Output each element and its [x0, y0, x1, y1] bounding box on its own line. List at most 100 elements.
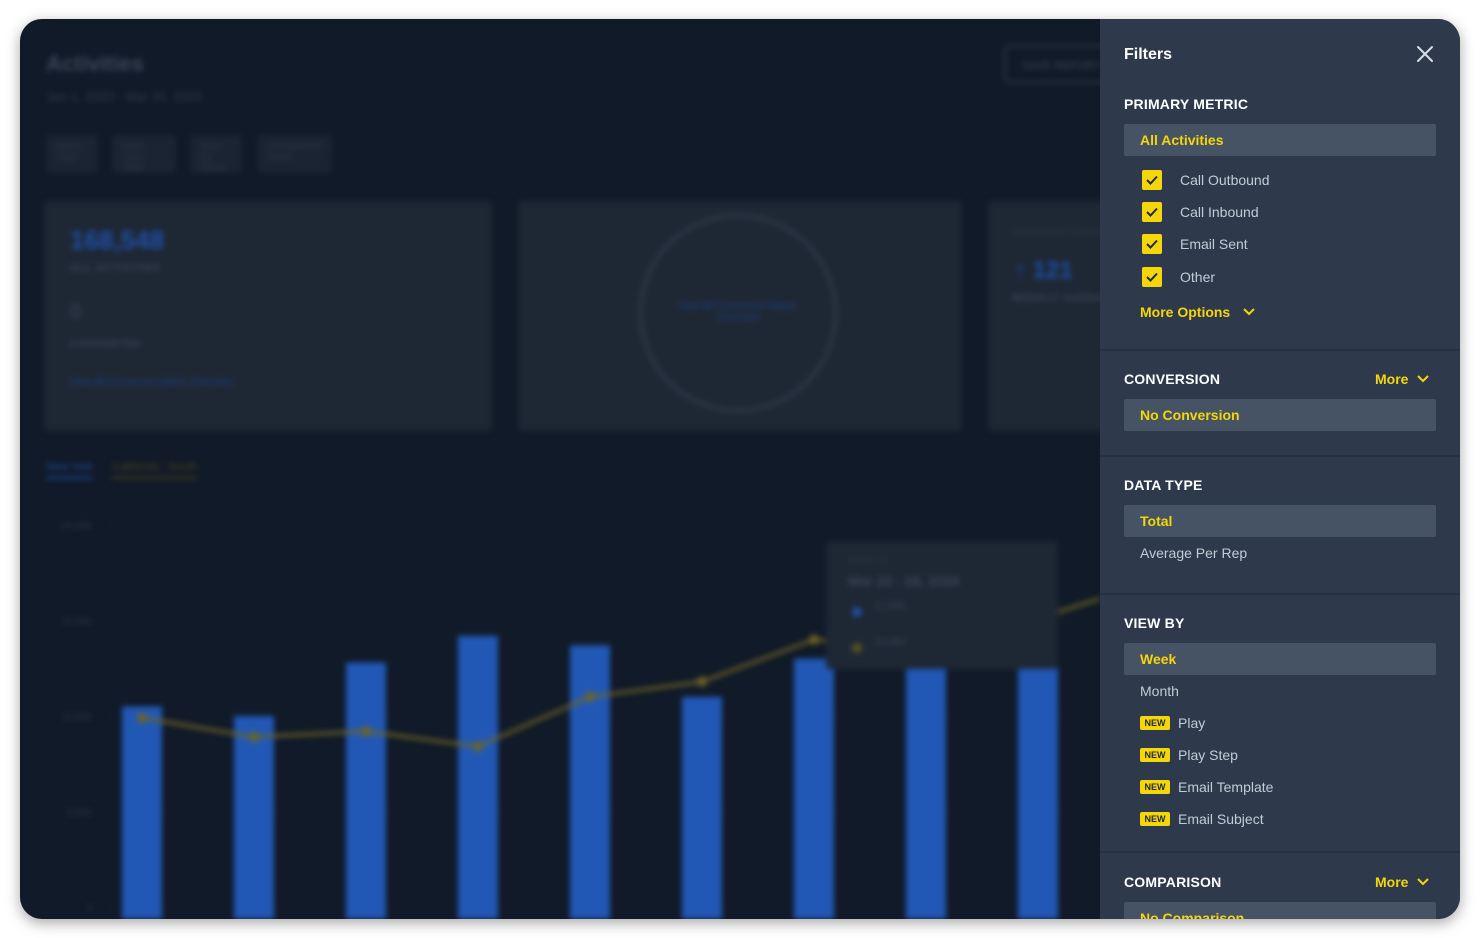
- chart-bar[interactable]: [570, 645, 610, 919]
- chip-value: Total: [122, 163, 144, 174]
- checkbox-checked[interactable]: [1142, 234, 1162, 254]
- option-average-per-rep[interactable]: Average Per Rep: [1140, 545, 1248, 561]
- option-label: Play Step: [1178, 747, 1238, 763]
- chart-tooltip: Week 12 Mar 22 - 28, 2020 17,509 14,093: [826, 541, 1058, 669]
- chart-bar[interactable]: [346, 662, 386, 919]
- filters-panel: Filters PRIMARY METRIC All Activities Ca…: [1100, 19, 1460, 919]
- chart-line-point[interactable]: [361, 726, 371, 737]
- chart-bar[interactable]: [234, 716, 274, 919]
- dashboard-background: Activities Jan 1, 2020 - Mar 25, 2020 SA…: [20, 19, 1128, 919]
- checkbox-row-email-sent[interactable]: Email Sent: [1142, 234, 1248, 254]
- option-total[interactable]: Total: [1124, 505, 1436, 537]
- checkmark-icon: [1146, 207, 1158, 217]
- chip-label: Data Type: [122, 141, 144, 163]
- section-divider: [1100, 455, 1460, 457]
- filter-chip-data-type[interactable]: Data Type Total: [112, 135, 176, 174]
- conversion-overview-link[interactable]: View All Conversion Metric Overview: [70, 377, 233, 388]
- filters-title: Filters: [1124, 46, 1173, 63]
- more-options-label: More Options: [1140, 304, 1231, 320]
- view-by-heading: VIEW BY: [1124, 615, 1185, 631]
- donut-center-text[interactable]: View All Conversion Metric Overview: [678, 301, 798, 323]
- activity-chart: 20,000 15,000 10,000 5,000 0: [61, 521, 1100, 919]
- chevron-down-icon: [1417, 375, 1430, 383]
- new-badge: NEW: [1140, 780, 1170, 794]
- new-badge: NEW: [1140, 716, 1170, 730]
- chart-bar[interactable]: [458, 635, 498, 919]
- more-options-button[interactable]: More Options: [1140, 304, 1256, 320]
- chart-line-point[interactable]: [697, 676, 707, 687]
- tooltip-week: Week 12: [848, 555, 888, 566]
- option-no-comparison[interactable]: No Comparison: [1124, 902, 1436, 919]
- chart-bar[interactable]: [122, 706, 162, 919]
- tooltip-series-1-dot: [852, 607, 862, 617]
- converted-value: 0: [70, 301, 82, 323]
- filter-chip-metric[interactable]: Metric Total: [46, 135, 98, 173]
- chart-line-point[interactable]: [137, 712, 147, 723]
- comparison-more-button[interactable]: More: [1375, 874, 1430, 890]
- chart-line-point[interactable]: [585, 691, 595, 702]
- checkbox-checked[interactable]: [1142, 202, 1162, 222]
- legend-series-2[interactable]: California - South: [112, 461, 197, 479]
- checkbox-label: Other: [1180, 269, 1216, 285]
- option-week[interactable]: Week: [1124, 643, 1436, 675]
- donut-ring: [638, 213, 838, 413]
- chart-bar[interactable]: [794, 658, 834, 919]
- summary-card: 168,548 ALL ACTIVITIES 0 CONVERTED View …: [44, 201, 492, 431]
- tooltip-value-1: 17,509: [874, 601, 905, 612]
- option-no-conversion[interactable]: No Conversion: [1124, 399, 1436, 431]
- chip-label: Metric: [56, 141, 84, 152]
- conversion-heading: CONVERSION: [1124, 371, 1221, 387]
- option-email-template[interactable]: NEW Email Template: [1140, 779, 1273, 795]
- option-month[interactable]: Month: [1140, 683, 1179, 699]
- date-range[interactable]: Jan 1, 2020 - Mar 25, 2020: [46, 89, 203, 104]
- primary-metric-heading: PRIMARY METRIC: [1124, 96, 1249, 112]
- checkbox-row-call-inbound[interactable]: Call Inbound: [1142, 202, 1259, 222]
- app-window: Activities Jan 1, 2020 - Mar 25, 2020 SA…: [20, 19, 1460, 919]
- y-tick-label: 10,000: [61, 712, 92, 723]
- data-type-heading: DATA TYPE: [1124, 477, 1203, 493]
- chart-line-point[interactable]: [249, 732, 259, 743]
- tooltip-date-range: Mar 22 - 28, 2020: [848, 573, 960, 589]
- chip-value: Week: [200, 163, 226, 174]
- chart-line-point[interactable]: [809, 634, 819, 645]
- option-email-subject[interactable]: NEW Email Subject: [1140, 811, 1264, 827]
- y-tick-label: 15,000: [61, 617, 92, 628]
- comparison-heading: COMPARISON: [1124, 874, 1222, 890]
- option-play[interactable]: NEW Play: [1140, 715, 1205, 731]
- checkbox-row-call-outbound[interactable]: Call Outbound: [1142, 170, 1270, 190]
- section-divider: [1100, 349, 1460, 351]
- close-button[interactable]: [1414, 43, 1436, 65]
- chevron-down-icon: [1417, 878, 1430, 886]
- filter-chip-view-by[interactable]: View By Week: [190, 135, 242, 174]
- legend-series-1[interactable]: New York: [46, 461, 93, 479]
- chart-bar[interactable]: [1018, 666, 1058, 919]
- more-label: More: [1375, 874, 1409, 890]
- checkmark-icon: [1146, 175, 1158, 185]
- checkbox-checked[interactable]: [1142, 267, 1162, 287]
- y-tick-label: 0: [86, 903, 92, 914]
- option-all-activities[interactable]: All Activities: [1124, 124, 1436, 156]
- y-tick-label: 5,000: [67, 808, 92, 819]
- checkbox-row-other[interactable]: Other: [1142, 267, 1215, 287]
- converted-caption: CONVERTED: [70, 339, 142, 350]
- checkmark-icon: [1146, 239, 1158, 249]
- filter-chip-comparison[interactable]: Comparison None: [258, 135, 332, 173]
- performance-value: ↑ 121: [1014, 257, 1073, 284]
- new-badge: NEW: [1140, 748, 1170, 762]
- option-label: Email Template: [1178, 779, 1274, 795]
- chart-bar[interactable]: [906, 666, 946, 919]
- checkbox-label: Call Outbound: [1180, 172, 1270, 188]
- option-label: Email Subject: [1178, 811, 1264, 827]
- chip-value: None: [268, 152, 292, 163]
- checkbox-checked[interactable]: [1142, 170, 1162, 190]
- new-badge: NEW: [1140, 812, 1170, 826]
- checkbox-label: Call Inbound: [1180, 204, 1259, 220]
- chart-bar[interactable]: [682, 696, 722, 919]
- close-icon: [1417, 46, 1433, 62]
- tooltip-series-2-dot: [852, 643, 862, 653]
- total-activities-value: 168,548: [70, 225, 164, 255]
- option-play-step[interactable]: NEW Play Step: [1140, 747, 1238, 763]
- chip-label: Comparison: [268, 141, 322, 152]
- chart-line-point[interactable]: [473, 741, 483, 752]
- conversion-more-button[interactable]: More: [1375, 371, 1430, 387]
